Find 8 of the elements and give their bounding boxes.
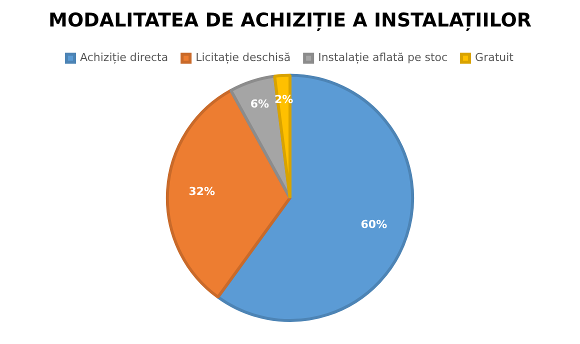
legend-label: Achiziție directa [80,51,168,64]
legend-label: Instalație aflată pe stoc [318,51,448,64]
legend-label: Licitație deschisă [196,51,291,64]
data-label: 6% [250,97,270,110]
data-label: 60% [360,218,388,232]
legend-label: Gratuit [475,51,514,64]
data-label: 32% [188,185,216,198]
chart-title: MODALITATEA DE ACHIZIȚIE A INSTALAȚIILOR [48,9,532,32]
